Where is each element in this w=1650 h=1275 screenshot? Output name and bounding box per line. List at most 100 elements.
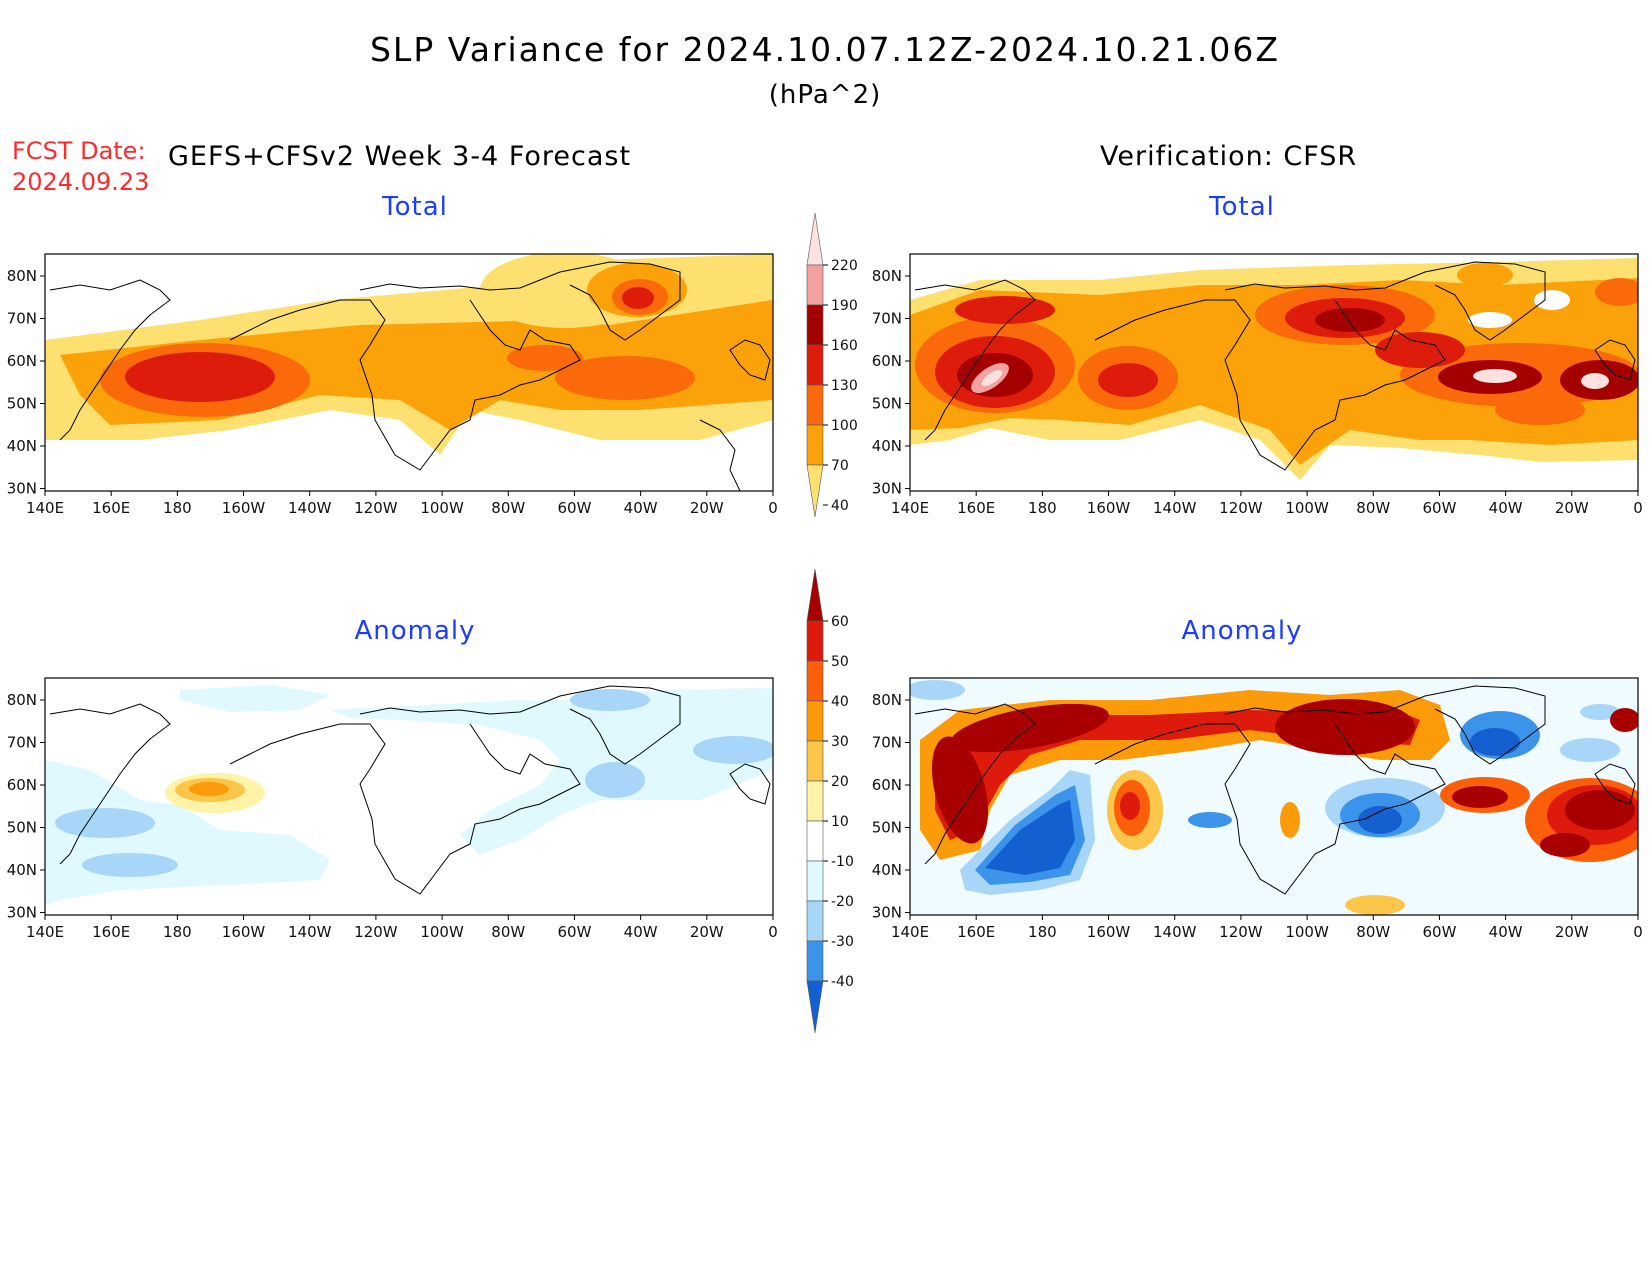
fcst-total-lon-label: 160E — [92, 499, 130, 517]
cbar-total-segment — [806, 304, 824, 346]
fcst-anomaly-lon-label: 20W — [690, 923, 724, 941]
verif-anomaly-frame — [909, 677, 1639, 916]
fcst-anomaly-lon-label: 0 — [768, 923, 778, 941]
fcst-total-lat-label: 60N — [7, 352, 37, 370]
fcst-total-lon-label: 120W — [354, 499, 398, 517]
verif-anomaly-lat-label: 30N — [872, 904, 902, 922]
verif-total-lon-label: 40W — [1489, 499, 1523, 517]
verification-heading: Verification: CFSR — [1100, 141, 1358, 172]
fcst-anomaly-lon-label: 140E — [26, 923, 64, 941]
cbar-anom-segment — [806, 780, 824, 822]
cbar-anom-segment — [806, 740, 824, 782]
cbar-anom-segment — [806, 660, 824, 702]
verif-total-lon-label: 180 — [1028, 499, 1057, 517]
cbar-total-label: 40 — [831, 498, 849, 514]
verif-anomaly-lon-label: 140W — [1153, 923, 1197, 941]
cbar-anom-segment — [806, 900, 824, 942]
cbar-anom-segment — [806, 940, 824, 982]
verif-anomaly-lon-label: 20W — [1555, 923, 1589, 941]
verif-anomaly-lon-label: 0 — [1633, 923, 1643, 941]
verif-anomaly-lat-label: 60N — [872, 776, 902, 794]
fcst-anomaly-lon-label: 40W — [624, 923, 658, 941]
units-label: (hPa^2) — [768, 80, 882, 110]
verif-anomaly-lat-label: 50N — [872, 819, 902, 837]
fcst-anomaly-lat-label: 30N — [7, 904, 37, 922]
verif-anomaly-lon-label: 140E — [891, 923, 929, 941]
cbar-anom-segment — [806, 568, 824, 622]
verif-anomaly-coastlines — [914, 685, 1636, 895]
fcst-total-title: Total — [382, 192, 448, 222]
cbar-anom-segment — [806, 700, 824, 742]
verif-anomaly-title: Anomaly — [1181, 616, 1303, 646]
fcst-total-lon-label: 160W — [222, 499, 266, 517]
fcst-total-lon-label: 100W — [420, 499, 464, 517]
fcst-anomaly-lat-label: 40N — [7, 861, 37, 879]
verif-anomaly-lon-label: 160E — [957, 923, 995, 941]
verif-total-lat-label: 80N — [872, 267, 902, 285]
anomaly-colorbar: 60 50 40 30 20 10 -10 -20 -30 -40 — [806, 568, 854, 1034]
verif-total-lat-label: 50N — [872, 395, 902, 413]
fcst-total-map — [44, 253, 774, 492]
verif-anomaly-lon-label: 100W — [1285, 923, 1329, 941]
fcst-total-field — [45, 254, 773, 455]
cbar-total-segment — [806, 212, 824, 266]
verif-total-lon-label: 100W — [1285, 499, 1329, 517]
cbar-total-segment — [806, 424, 824, 466]
verif-total-lon-label: 140E — [891, 499, 929, 517]
cbar-anom-segment — [806, 620, 824, 662]
cbar-total-label: 190 — [831, 298, 858, 314]
fcst-total-lat-label: 30N — [7, 480, 37, 498]
cbar-anom-label: 20 — [831, 774, 849, 790]
fcst-total-lat-label: 70N — [7, 310, 37, 328]
fcst-total-lon-label: 140E — [26, 499, 64, 517]
cbar-anom-label: 30 — [831, 734, 849, 750]
verif-total-lon-label: 140W — [1153, 499, 1197, 517]
verif-total-map — [909, 253, 1639, 492]
cbar-anom-segment — [806, 980, 824, 1034]
verif-anomaly-lat-label: 40N — [872, 861, 902, 879]
cbar-total-segment — [806, 344, 824, 386]
total-colorbar: 220 190 160 130 100 70 40 — [806, 212, 858, 518]
fcst-total-coastlines — [49, 261, 771, 491]
fcst-date-label: FCST Date: — [12, 137, 146, 165]
fcst-total-lat-label: 80N — [7, 267, 37, 285]
verif-anomaly-lon-label: 180 — [1028, 923, 1057, 941]
cbar-total-label: 70 — [831, 458, 849, 474]
verif-anomaly-map — [909, 677, 1639, 916]
fcst-total-lon-label: 20W — [690, 499, 724, 517]
verif-total-lon-label: 60W — [1422, 499, 1456, 517]
verif-total-coastlines — [914, 261, 1636, 471]
fcst-date-value: 2024.09.23 — [12, 168, 150, 196]
fcst-total-lon-label: 40W — [624, 499, 658, 517]
fcst-total-lon-label: 80W — [491, 499, 525, 517]
cbar-total-label: 160 — [831, 338, 858, 354]
fcst-total-frame — [44, 253, 774, 492]
fcst-total-lon-label: 140W — [288, 499, 332, 517]
cbar-anom-label: 50 — [831, 654, 849, 670]
cbar-total-segment — [806, 464, 824, 518]
verif-total-lon-label: 20W — [1555, 499, 1589, 517]
cbar-total-label: 220 — [831, 258, 858, 274]
fcst-anomaly-field — [45, 685, 773, 905]
verif-total-lat-label: 30N — [872, 480, 902, 498]
verif-anomaly-lon-label: 160W — [1087, 923, 1131, 941]
fcst-anomaly-lat-label: 50N — [7, 819, 37, 837]
cbar-anom-segment — [806, 820, 824, 862]
verif-total-lat-label: 70N — [872, 310, 902, 328]
fcst-total-lon-label: 0 — [768, 499, 778, 517]
cbar-anom-label: 10 — [831, 814, 849, 830]
main-title: SLP Variance for 2024.10.07.12Z-2024.10.… — [369, 30, 1281, 69]
verif-total-lat-label: 40N — [872, 437, 902, 455]
fcst-anomaly-lat-label: 70N — [7, 734, 37, 752]
fcst-anomaly-lon-label: 180 — [163, 923, 192, 941]
cbar-anom-label: -20 — [831, 894, 854, 910]
fcst-anomaly-lat-label: 80N — [7, 691, 37, 709]
cbar-anom-label: -30 — [831, 934, 854, 950]
verif-anomaly-lat-label: 80N — [872, 691, 902, 709]
fcst-total-lat-label: 40N — [7, 437, 37, 455]
fcst-anomaly-lon-label: 140W — [288, 923, 332, 941]
fcst-anomaly-lat-label: 60N — [7, 776, 37, 794]
fcst-anomaly-lon-label: 100W — [420, 923, 464, 941]
fcst-anomaly-title: Anomaly — [354, 616, 476, 646]
